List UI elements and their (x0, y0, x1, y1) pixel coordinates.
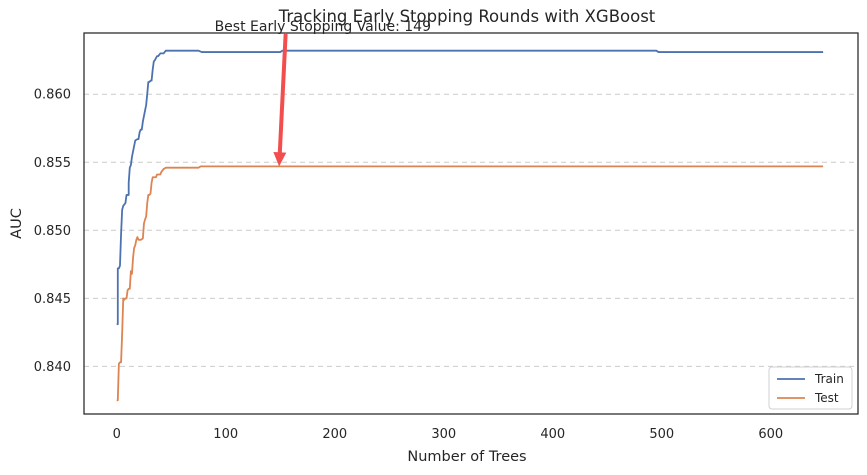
x-axis-ticks: 0 100 200 300 400 500 600 (113, 427, 784, 442)
x-tick-label: 0 (113, 427, 121, 442)
legend-label-train: Train (814, 372, 844, 386)
annotation-arrow-head (273, 152, 287, 167)
annotation-arrow-shaft (277, 33, 288, 155)
x-tick-label: 200 (322, 427, 347, 442)
series-lines (116, 49, 824, 402)
x-tick-label: 600 (758, 427, 783, 442)
y-tick-label: 0.850 (34, 224, 71, 239)
series-line-train (116, 49, 824, 326)
y-axis-ticks: 0.840 0.845 0.850 0.855 0.860 (34, 88, 71, 375)
x-tick-label: 500 (649, 427, 674, 442)
x-axis-label: Number of Trees (407, 449, 526, 465)
y-tick-label: 0.840 (34, 360, 71, 375)
y-tick-label: 0.860 (34, 88, 71, 103)
annotation: Best Early Stopping Value: 149 (215, 19, 431, 167)
plot-frame (83, 32, 859, 415)
y-tick-label: 0.845 (34, 292, 71, 307)
annotation-text: Best Early Stopping Value: 149 (215, 19, 431, 35)
x-tick-label: 400 (540, 427, 565, 442)
y-tick-label: 0.855 (34, 156, 71, 171)
x-tick-label: 300 (431, 427, 456, 442)
series-line-test (116, 165, 824, 402)
y-axis-label: AUC (9, 208, 25, 239)
legend: Train Test (768, 366, 853, 410)
x-tick-label: 100 (213, 427, 238, 442)
gridlines (84, 93, 858, 367)
legend-label-test: Test (814, 391, 839, 405)
chart-title: Tracking Early Stopping Rounds with XGBo… (278, 7, 656, 26)
